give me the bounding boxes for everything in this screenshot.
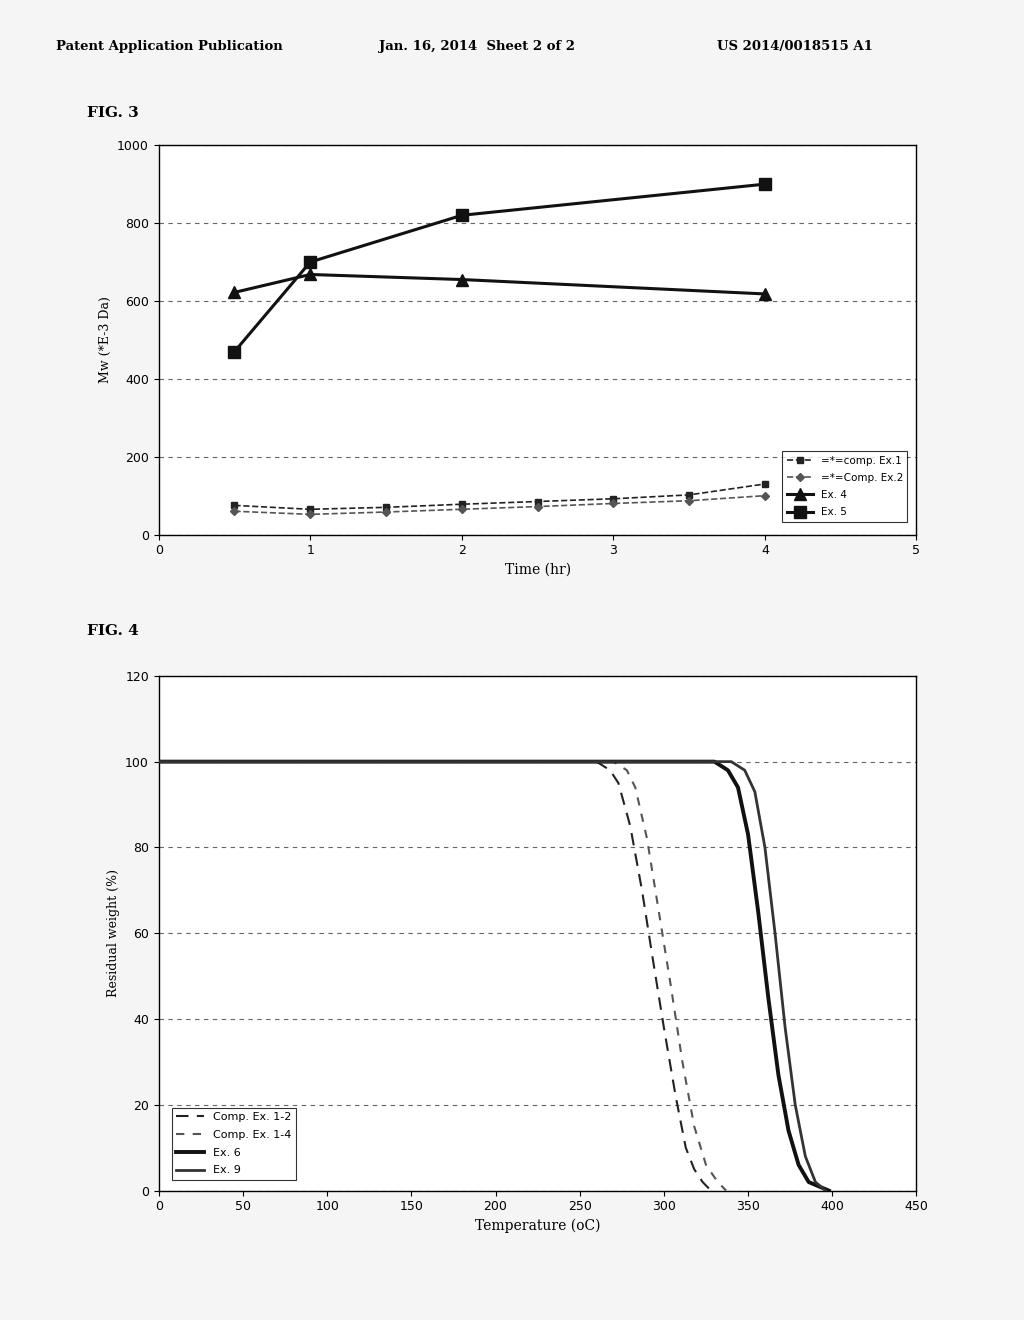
Y-axis label: Residual weight (%): Residual weight (%) [106,870,120,997]
Y-axis label: Mw (*E-3 Da): Mw (*E-3 Da) [98,297,112,383]
X-axis label: Time (hr): Time (hr) [505,562,570,577]
Text: FIG. 3: FIG. 3 [87,106,139,120]
Text: Patent Application Publication: Patent Application Publication [56,40,283,53]
Text: US 2014/0018515 A1: US 2014/0018515 A1 [717,40,872,53]
Legend: =*=comp. Ex.1, =*=Comp. Ex.2, Ex. 4, Ex. 5: =*=comp. Ex.1, =*=Comp. Ex.2, Ex. 4, Ex.… [782,451,907,521]
X-axis label: Temperature (oC): Temperature (oC) [475,1218,600,1233]
Text: FIG. 4: FIG. 4 [87,624,139,639]
Text: Jan. 16, 2014  Sheet 2 of 2: Jan. 16, 2014 Sheet 2 of 2 [379,40,574,53]
Legend: Comp. Ex. 1-2, Comp. Ex. 1-4, Ex. 6, Ex. 9: Comp. Ex. 1-2, Comp. Ex. 1-4, Ex. 6, Ex.… [172,1107,296,1180]
